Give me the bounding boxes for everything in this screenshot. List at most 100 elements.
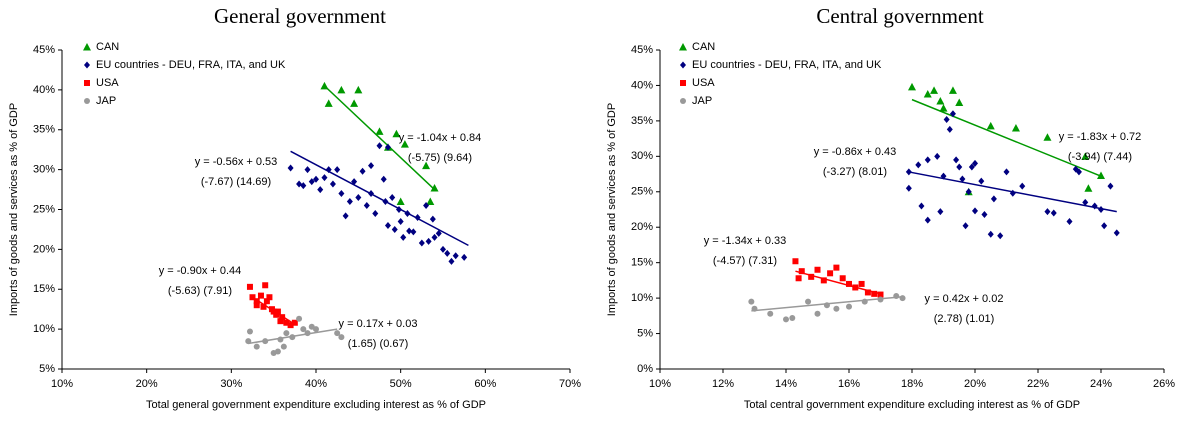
point <box>400 140 409 148</box>
point <box>372 209 379 217</box>
point <box>334 166 341 174</box>
point <box>792 258 799 265</box>
y-axis-label: Imports of goods and services as % of GD… <box>8 103 20 316</box>
point <box>959 175 966 183</box>
point <box>986 121 995 130</box>
y-tick-label: 0% <box>637 363 653 375</box>
point <box>266 294 273 301</box>
point <box>279 314 286 321</box>
scatter-chart: Central government 0% 5% 10% 15% 20% 25% 30% 35%… <box>606 4 1175 411</box>
point <box>338 334 345 341</box>
y-tick-label: 25% <box>33 203 55 215</box>
point <box>273 311 280 318</box>
legend-label: JAP <box>96 95 116 107</box>
point <box>871 290 878 297</box>
x-tick-label: 10% <box>51 378 73 390</box>
point <box>923 89 932 98</box>
point <box>363 202 370 210</box>
trend-line <box>911 98 1102 177</box>
point <box>846 280 852 287</box>
point <box>987 230 994 238</box>
point <box>395 206 402 213</box>
point <box>396 197 405 206</box>
y-tick-label: 30% <box>631 150 653 162</box>
point <box>893 292 900 299</box>
x-axis-label: Total central government expenditure exc… <box>744 399 1080 411</box>
point <box>972 159 978 167</box>
point <box>334 330 341 337</box>
point <box>423 202 430 210</box>
y-tick-label: 35% <box>33 124 55 136</box>
point <box>877 296 884 303</box>
point <box>430 183 439 192</box>
y-tick-label: 45% <box>33 44 55 56</box>
point <box>820 277 827 284</box>
point <box>930 86 939 94</box>
equation: y = -0.86x + 0.43 <box>814 146 897 158</box>
point <box>858 280 865 287</box>
equation: (-7.67) (14.69) <box>201 176 271 188</box>
point <box>877 291 884 298</box>
point <box>939 104 948 112</box>
point <box>325 166 332 174</box>
point <box>783 316 789 323</box>
legend-marker <box>679 43 687 51</box>
y-tick-label: 15% <box>33 283 55 295</box>
point <box>391 225 398 233</box>
point <box>277 318 284 325</box>
y-tick-label: 20% <box>631 221 653 233</box>
point <box>389 194 396 202</box>
equation: (1.65) (0.67) <box>348 338 409 350</box>
point <box>955 98 964 106</box>
point <box>291 319 298 326</box>
point <box>1009 189 1016 197</box>
point <box>905 168 912 176</box>
point <box>823 302 830 309</box>
series <box>748 292 906 323</box>
point <box>937 208 944 216</box>
point <box>382 198 389 206</box>
point <box>899 295 906 302</box>
point <box>245 338 252 345</box>
trend-line <box>323 85 436 191</box>
x-tick-label: 20% <box>136 378 158 390</box>
y-tick-label: 10% <box>631 292 653 304</box>
point <box>342 212 349 220</box>
point <box>404 209 411 217</box>
point <box>1101 222 1108 230</box>
legend-label: USA <box>692 77 715 89</box>
y-tick-label: 45% <box>631 44 653 56</box>
point <box>748 298 755 305</box>
point <box>287 322 294 329</box>
point <box>246 283 253 290</box>
point <box>410 228 417 236</box>
point <box>274 308 281 315</box>
point <box>798 268 805 275</box>
point <box>1084 184 1093 192</box>
y-tick-label: 40% <box>631 79 653 91</box>
point <box>839 275 846 282</box>
equation: (-3.27) (8.01) <box>823 166 887 178</box>
point <box>915 161 922 169</box>
point <box>283 330 290 337</box>
point <box>304 166 311 174</box>
point <box>1011 123 1020 132</box>
series <box>246 282 298 329</box>
point <box>262 338 269 345</box>
point <box>1075 168 1082 176</box>
legend-label: CAN <box>96 41 119 53</box>
chart-title: General government <box>214 4 386 28</box>
equation: (-3.94) (7.44) <box>1068 151 1132 163</box>
x-tick-label: 40% <box>305 378 327 390</box>
point <box>431 233 438 241</box>
point <box>946 125 953 133</box>
point <box>814 310 821 317</box>
point <box>1098 206 1104 213</box>
point <box>852 284 859 291</box>
x-tick-label: 50% <box>390 378 412 390</box>
y-tick-label: 15% <box>631 257 653 269</box>
equation: y = -1.04x + 0.84 <box>399 132 482 144</box>
legend-marker <box>84 80 90 86</box>
point <box>351 178 358 186</box>
